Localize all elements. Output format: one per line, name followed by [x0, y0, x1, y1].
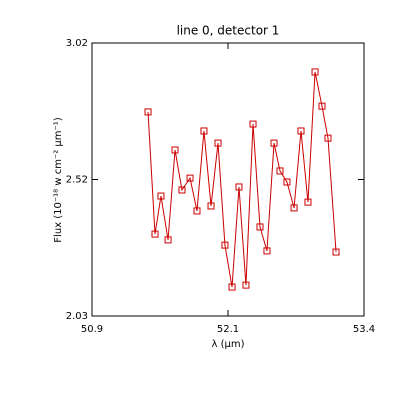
data-point — [290, 204, 298, 212]
data-point — [157, 192, 165, 200]
data-point — [263, 247, 271, 255]
data-point — [332, 248, 340, 256]
data-line — [147, 71, 337, 288]
plot-frame — [91, 42, 365, 317]
data-point — [318, 102, 326, 110]
data-point — [235, 183, 243, 191]
data-point — [242, 281, 250, 289]
data-point — [304, 198, 312, 206]
y-axis-label: Flux (10⁻¹⁸ w cm⁻² μm⁻¹) — [53, 117, 64, 243]
y-tick-label: 3.02 — [66, 38, 88, 49]
data-point — [186, 174, 194, 182]
y-tick-label: 2.03 — [66, 311, 88, 322]
data-point — [164, 236, 172, 244]
x-tick-label: 53.4 — [353, 324, 375, 335]
data-point — [283, 178, 291, 186]
data-point — [249, 120, 257, 128]
x-axis-label: λ (μm) — [211, 339, 244, 350]
data-point — [297, 127, 305, 135]
data-point — [200, 127, 208, 135]
data-point — [193, 207, 201, 215]
data-point — [171, 146, 179, 154]
y-tick-label: 2.52 — [66, 175, 88, 186]
data-point — [270, 139, 278, 147]
data-point — [311, 68, 319, 76]
chart-title: line 0, detector 1 — [177, 24, 280, 38]
data-point — [144, 108, 152, 116]
data-point — [228, 283, 236, 291]
data-point — [178, 186, 186, 194]
data-point — [151, 230, 159, 238]
data-point — [207, 202, 215, 210]
data-point — [256, 223, 264, 231]
data-point — [324, 134, 332, 142]
data-point — [221, 241, 229, 249]
x-tick-label: 52.1 — [217, 324, 239, 335]
data-point — [276, 167, 284, 175]
data-point — [214, 139, 222, 147]
x-tick-label: 50.9 — [81, 324, 103, 335]
